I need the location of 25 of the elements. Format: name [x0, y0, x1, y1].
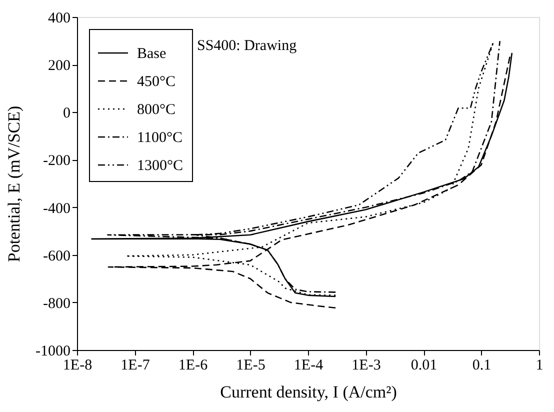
- x-axis-title: Current density, I (A/cm²): [220, 382, 397, 402]
- legend-label: 450°C: [137, 74, 176, 90]
- x-tick-label: 1E-4: [294, 358, 324, 374]
- x-tick-label: 0.1: [472, 358, 492, 374]
- x-tick-label: 1E-5: [236, 358, 266, 374]
- legend-label: 800°C: [137, 102, 176, 118]
- legend-label: 1300°C: [137, 158, 184, 174]
- y-axis-title: Potential, E (mV/SCE): [4, 106, 24, 262]
- x-tick-label: 1E-3: [352, 358, 381, 374]
- y-tick-label: 0: [63, 106, 70, 122]
- y-tick-label: -400: [43, 200, 70, 217]
- y-tick-label: -200: [43, 153, 70, 170]
- x-tick-label: 0.01: [410, 358, 438, 374]
- y-tick-label: 400: [48, 10, 70, 26]
- x-tick-label: 1E-6: [178, 358, 208, 374]
- y-tick-label: 200: [48, 58, 70, 74]
- x-tick-label: 1E-8: [62, 358, 92, 374]
- y-tick-label: -800: [43, 296, 70, 312]
- legend-label: Base: [137, 46, 166, 62]
- y-tick-label: -1000: [36, 344, 70, 360]
- legend-label: 1100°C: [137, 130, 182, 146]
- x-tick-label: 1E-7: [120, 358, 150, 374]
- x-tick-label: 1: [536, 358, 544, 374]
- annotation: SS400: Drawing: [197, 38, 298, 54]
- y-tick-label: -600: [43, 248, 70, 264]
